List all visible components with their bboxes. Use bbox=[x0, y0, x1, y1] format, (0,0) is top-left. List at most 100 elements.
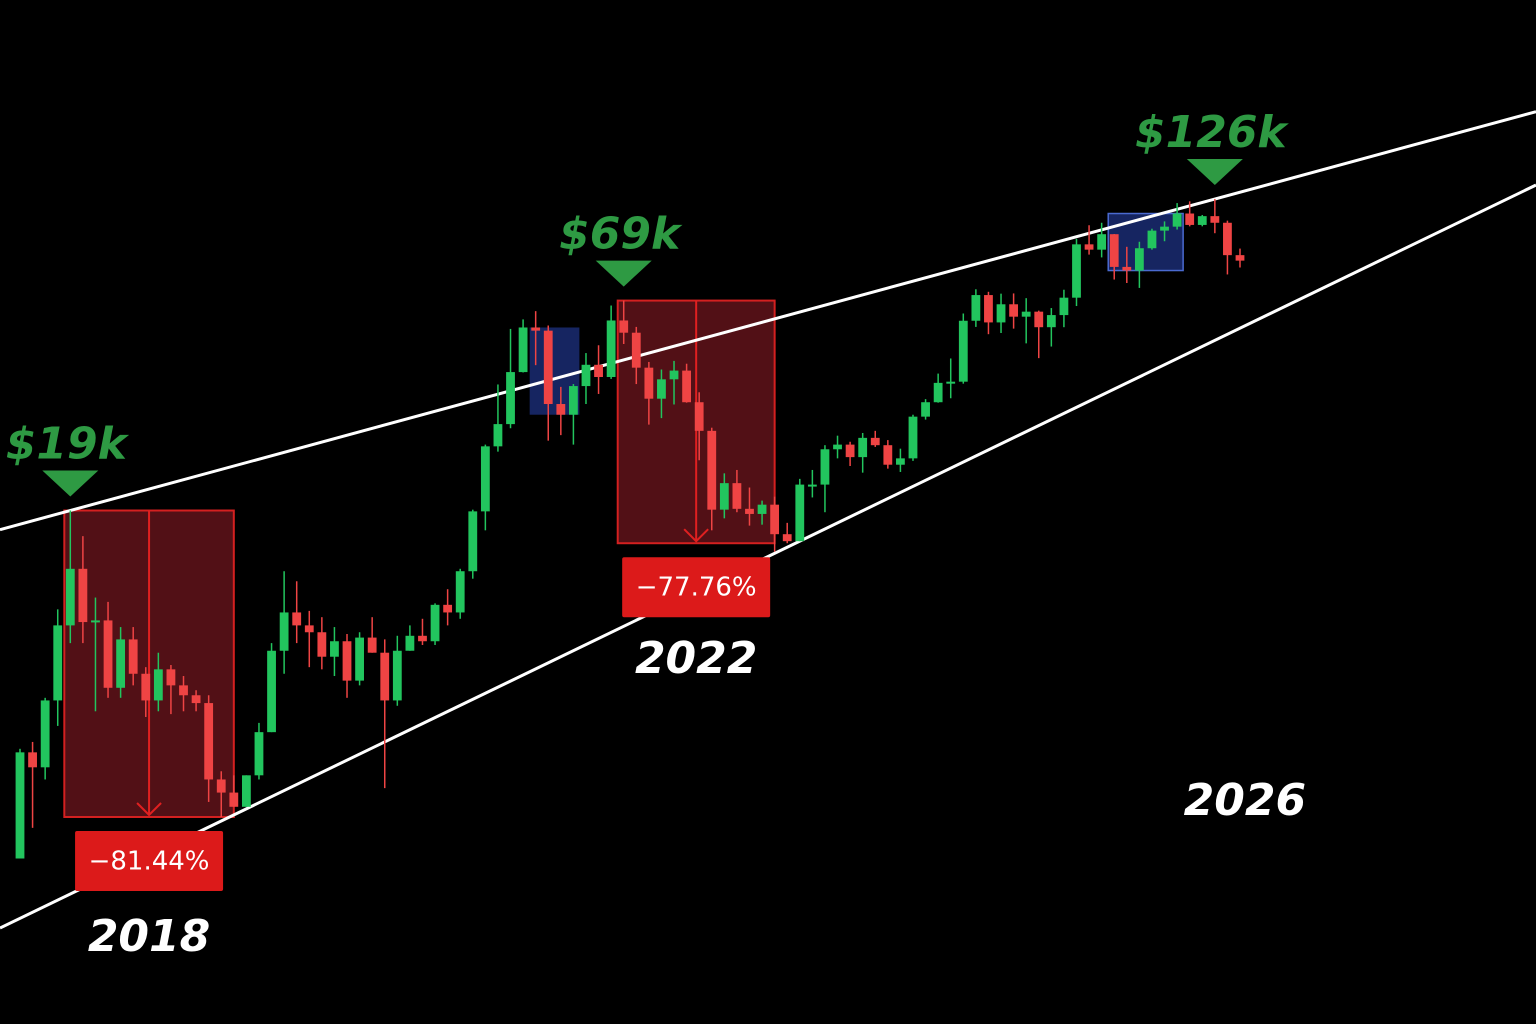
candle-body bbox=[996, 304, 1006, 323]
candle-body bbox=[820, 449, 830, 485]
candle-body bbox=[933, 382, 943, 403]
peak-label: $19k bbox=[6, 419, 130, 470]
candle-body bbox=[1210, 216, 1220, 223]
candle-body bbox=[380, 652, 390, 701]
candle-body bbox=[1021, 311, 1031, 317]
candle-body bbox=[971, 295, 981, 321]
candle-body bbox=[116, 639, 126, 688]
candle-body bbox=[569, 386, 578, 415]
candle-body bbox=[543, 330, 553, 405]
candle-body bbox=[267, 650, 276, 733]
drop-label: −77.76% bbox=[636, 573, 757, 603]
candle-body bbox=[1172, 213, 1182, 227]
candle-body bbox=[719, 483, 729, 510]
drop-badge-bg bbox=[75, 830, 224, 891]
candle-body bbox=[1059, 297, 1069, 316]
candle-body bbox=[506, 372, 515, 425]
year-label: 2022 bbox=[635, 633, 757, 684]
candle-body bbox=[619, 320, 629, 333]
candle-body bbox=[430, 604, 440, 642]
candle-body bbox=[53, 625, 63, 701]
candle-body bbox=[1223, 222, 1232, 256]
candle-body bbox=[896, 458, 905, 465]
candle-body bbox=[392, 650, 402, 701]
candle-body bbox=[279, 612, 289, 651]
drop-badge: −77.76% bbox=[622, 557, 771, 618]
candle-body bbox=[1197, 216, 1207, 225]
candle-body bbox=[958, 320, 968, 382]
candle-body bbox=[91, 620, 100, 623]
drawdown-arrowhead bbox=[136, 802, 162, 817]
candle-body bbox=[330, 641, 339, 657]
candle-body bbox=[1046, 315, 1056, 328]
candle-body bbox=[304, 625, 314, 633]
candle-body bbox=[355, 637, 364, 681]
year-label: 2018 bbox=[88, 911, 210, 962]
resistance-line bbox=[0, 110, 1536, 532]
candle-body bbox=[1109, 234, 1119, 267]
candle-body bbox=[631, 332, 641, 368]
candle-body bbox=[292, 612, 302, 626]
candle-body bbox=[241, 775, 251, 807]
candle-body bbox=[807, 484, 817, 487]
candle-body bbox=[1134, 248, 1144, 271]
candle-body bbox=[757, 504, 767, 514]
candle-body bbox=[28, 752, 37, 768]
candle-body bbox=[1009, 304, 1019, 317]
drawdown-arrowhead bbox=[683, 528, 709, 543]
candle-body bbox=[1235, 255, 1245, 261]
candle-body bbox=[531, 327, 541, 331]
candle-body bbox=[493, 424, 503, 447]
candle-body bbox=[1160, 226, 1169, 231]
peak-marker bbox=[595, 260, 652, 287]
candle-body bbox=[694, 402, 704, 431]
candle-body bbox=[367, 637, 377, 653]
highlight-box bbox=[1107, 212, 1184, 272]
candle-body bbox=[204, 703, 214, 780]
drop-badge: −81.44% bbox=[75, 830, 224, 891]
candle-body bbox=[782, 534, 792, 542]
peak-label: $69k bbox=[559, 209, 683, 260]
candle-body bbox=[1122, 266, 1132, 271]
candle-body bbox=[153, 669, 163, 701]
candle-body bbox=[594, 364, 603, 378]
candle-body bbox=[40, 700, 50, 768]
candle-body bbox=[745, 508, 754, 514]
candle-body bbox=[418, 635, 427, 642]
candle-body bbox=[1147, 230, 1157, 249]
candle-body bbox=[254, 732, 264, 776]
peak-marker bbox=[1186, 159, 1243, 186]
candle-body bbox=[682, 370, 691, 403]
candle-body bbox=[1097, 234, 1107, 250]
candle-body bbox=[1185, 213, 1195, 225]
candle-body bbox=[405, 635, 415, 651]
candle-body bbox=[141, 673, 151, 701]
candle-body bbox=[317, 632, 327, 657]
candle-body bbox=[455, 571, 465, 613]
candle-body bbox=[556, 404, 566, 415]
candle-body bbox=[191, 695, 201, 704]
candle-body bbox=[443, 604, 453, 613]
candle-body bbox=[606, 320, 616, 378]
candle-body bbox=[216, 779, 226, 793]
peak-marker bbox=[42, 470, 99, 497]
candle-body bbox=[946, 381, 956, 384]
candle-body bbox=[179, 685, 188, 696]
candle-body bbox=[833, 444, 842, 450]
candle-body bbox=[342, 641, 352, 681]
drop-badge-bg bbox=[622, 557, 771, 618]
candle-body bbox=[1072, 244, 1081, 298]
candle-body bbox=[103, 620, 113, 688]
candle-body bbox=[657, 379, 666, 399]
candle-body bbox=[644, 367, 654, 399]
candle-body bbox=[908, 416, 918, 459]
year-label: 2026 bbox=[1184, 775, 1306, 826]
candle-body bbox=[669, 370, 679, 380]
candle-body bbox=[845, 444, 855, 458]
candle-body bbox=[1084, 244, 1094, 250]
candle-body bbox=[707, 430, 717, 510]
candle-body bbox=[468, 511, 478, 572]
candle-body bbox=[128, 639, 138, 674]
